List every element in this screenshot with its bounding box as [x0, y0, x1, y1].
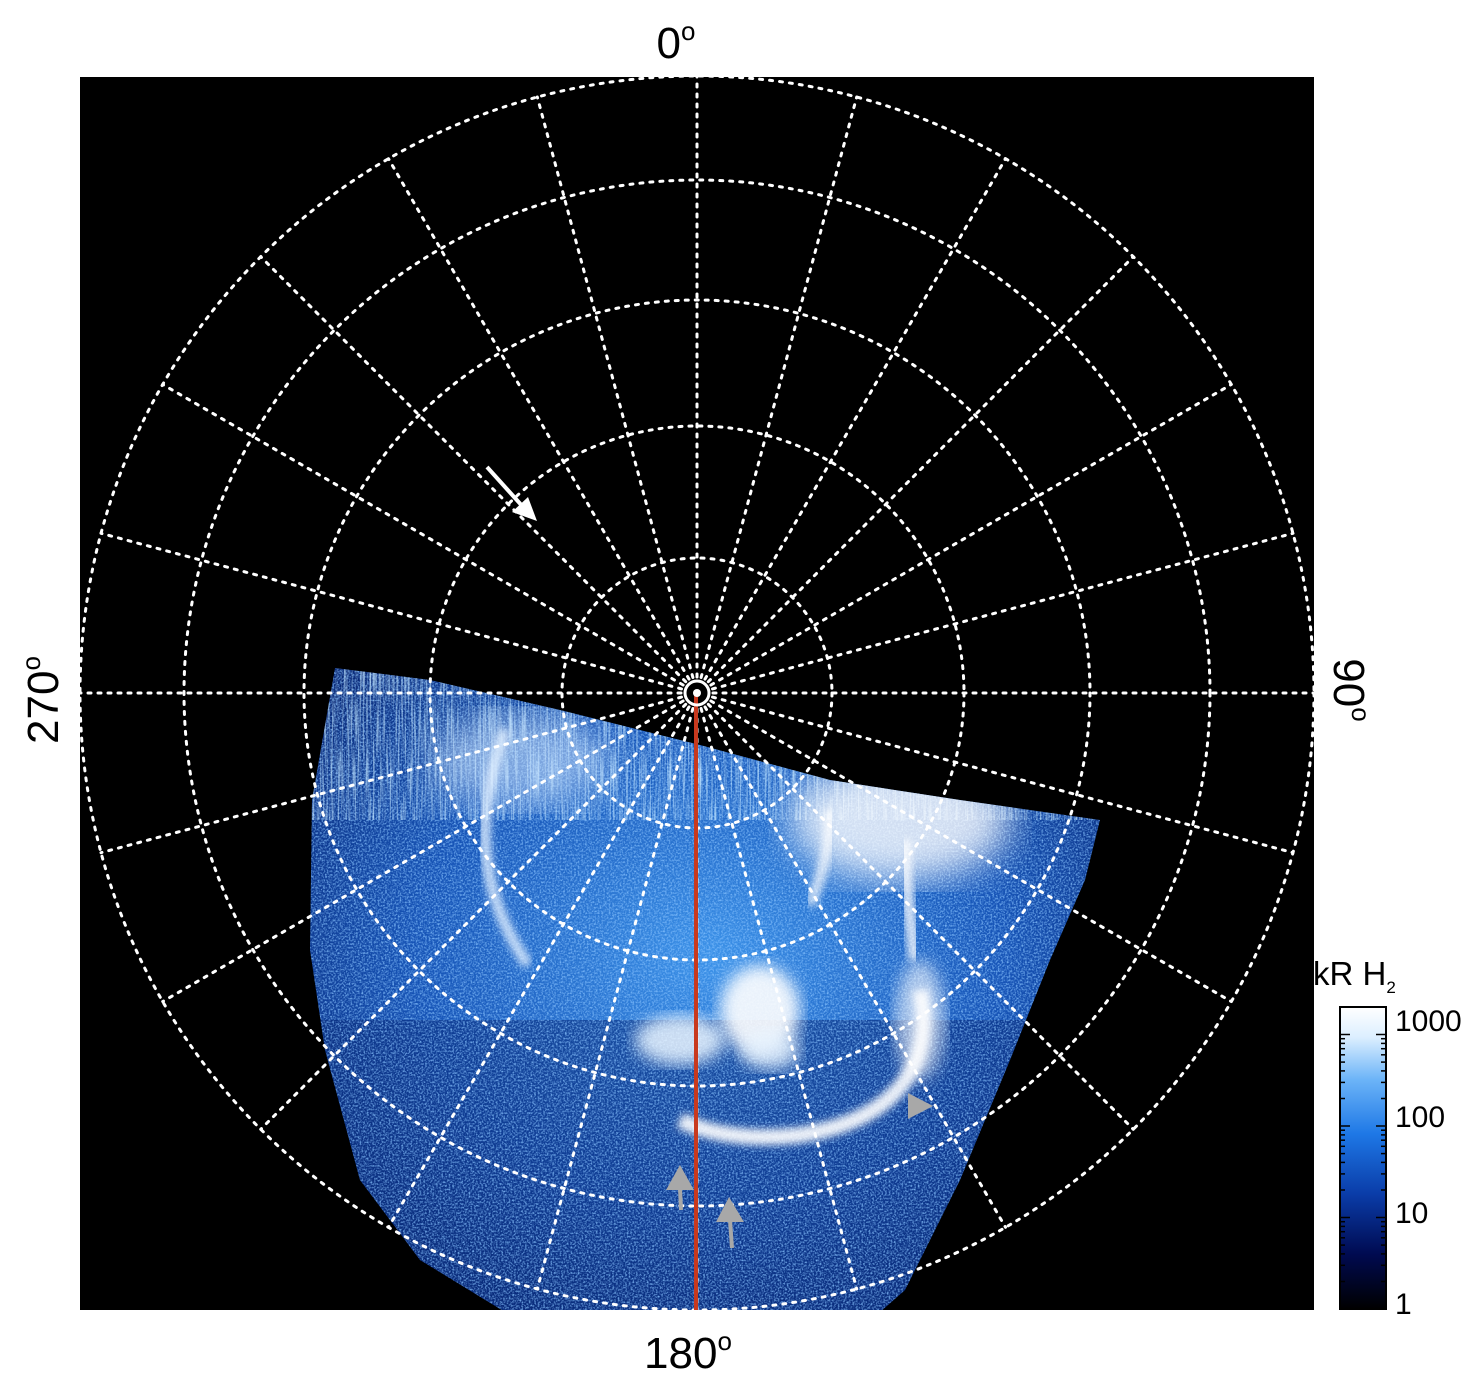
label-0-value: 0: [657, 19, 681, 68]
grid-spoke: [703, 157, 1007, 681]
degree-symbol: o: [681, 16, 695, 46]
white-arrow: [485, 465, 537, 521]
grid-spoke: [709, 383, 1233, 687]
label-0-deg: 0o: [657, 16, 696, 68]
grid-spoke: [99, 695, 683, 855]
colorbar-tick-labels: 1000 100 10 1: [1395, 1005, 1462, 1321]
colorbar-title-sub: 2: [1386, 978, 1395, 997]
grid-spoke: [161, 699, 685, 1003]
grid-spoke: [711, 531, 1295, 691]
label-270-deg: 270o: [16, 656, 68, 744]
colorbar-tick-1: 1: [1395, 1288, 1412, 1321]
label-180-deg: 180o: [644, 1326, 732, 1378]
grid-spoke: [259, 702, 688, 1131]
grid-spoke: [699, 95, 859, 679]
colorbar-gradient: [1339, 1006, 1387, 1310]
colorbar-tick-10: 10: [1395, 1197, 1428, 1230]
grid-spoke: [387, 157, 691, 681]
colorbar-title: kR H2: [1313, 955, 1396, 997]
grid-spoke: [711, 695, 1295, 855]
grey-arrow-right: [716, 1197, 744, 1249]
label-180-value: 180: [644, 1329, 717, 1378]
grid-spoke: [706, 255, 1135, 684]
grid-spoke: [709, 699, 1233, 1003]
colorbar: kR H2 1000 100 10 1: [1313, 955, 1462, 1321]
grid-spoke: [99, 531, 683, 691]
label-270-value: 270: [19, 671, 68, 744]
grid-spoke: [535, 95, 695, 679]
degree-symbol: o: [717, 1326, 731, 1356]
grid-spoke: [699, 707, 859, 1291]
grid-spoke: [161, 383, 685, 687]
grid-spoke: [259, 255, 688, 684]
pole-marker: [683, 679, 711, 707]
degree-symbol: o: [16, 656, 46, 670]
label-90-value: 90: [1324, 658, 1373, 707]
grey-arrow-left: [666, 1165, 694, 1211]
colorbar-tick-100: 100: [1395, 1101, 1445, 1134]
grid-spoke: [387, 705, 691, 1229]
grid-spoke: [703, 705, 1007, 1229]
grid-spoke: [706, 702, 1135, 1131]
colorbar-tick-1000: 1000: [1395, 1005, 1462, 1038]
grey-arrowhead-right-side: [908, 1093, 933, 1119]
degree-symbol: o: [1346, 707, 1376, 721]
label-90-deg: 90o: [1324, 658, 1376, 721]
colorbar-title-main: kR H: [1313, 955, 1386, 992]
grid-spoke: [535, 707, 695, 1291]
